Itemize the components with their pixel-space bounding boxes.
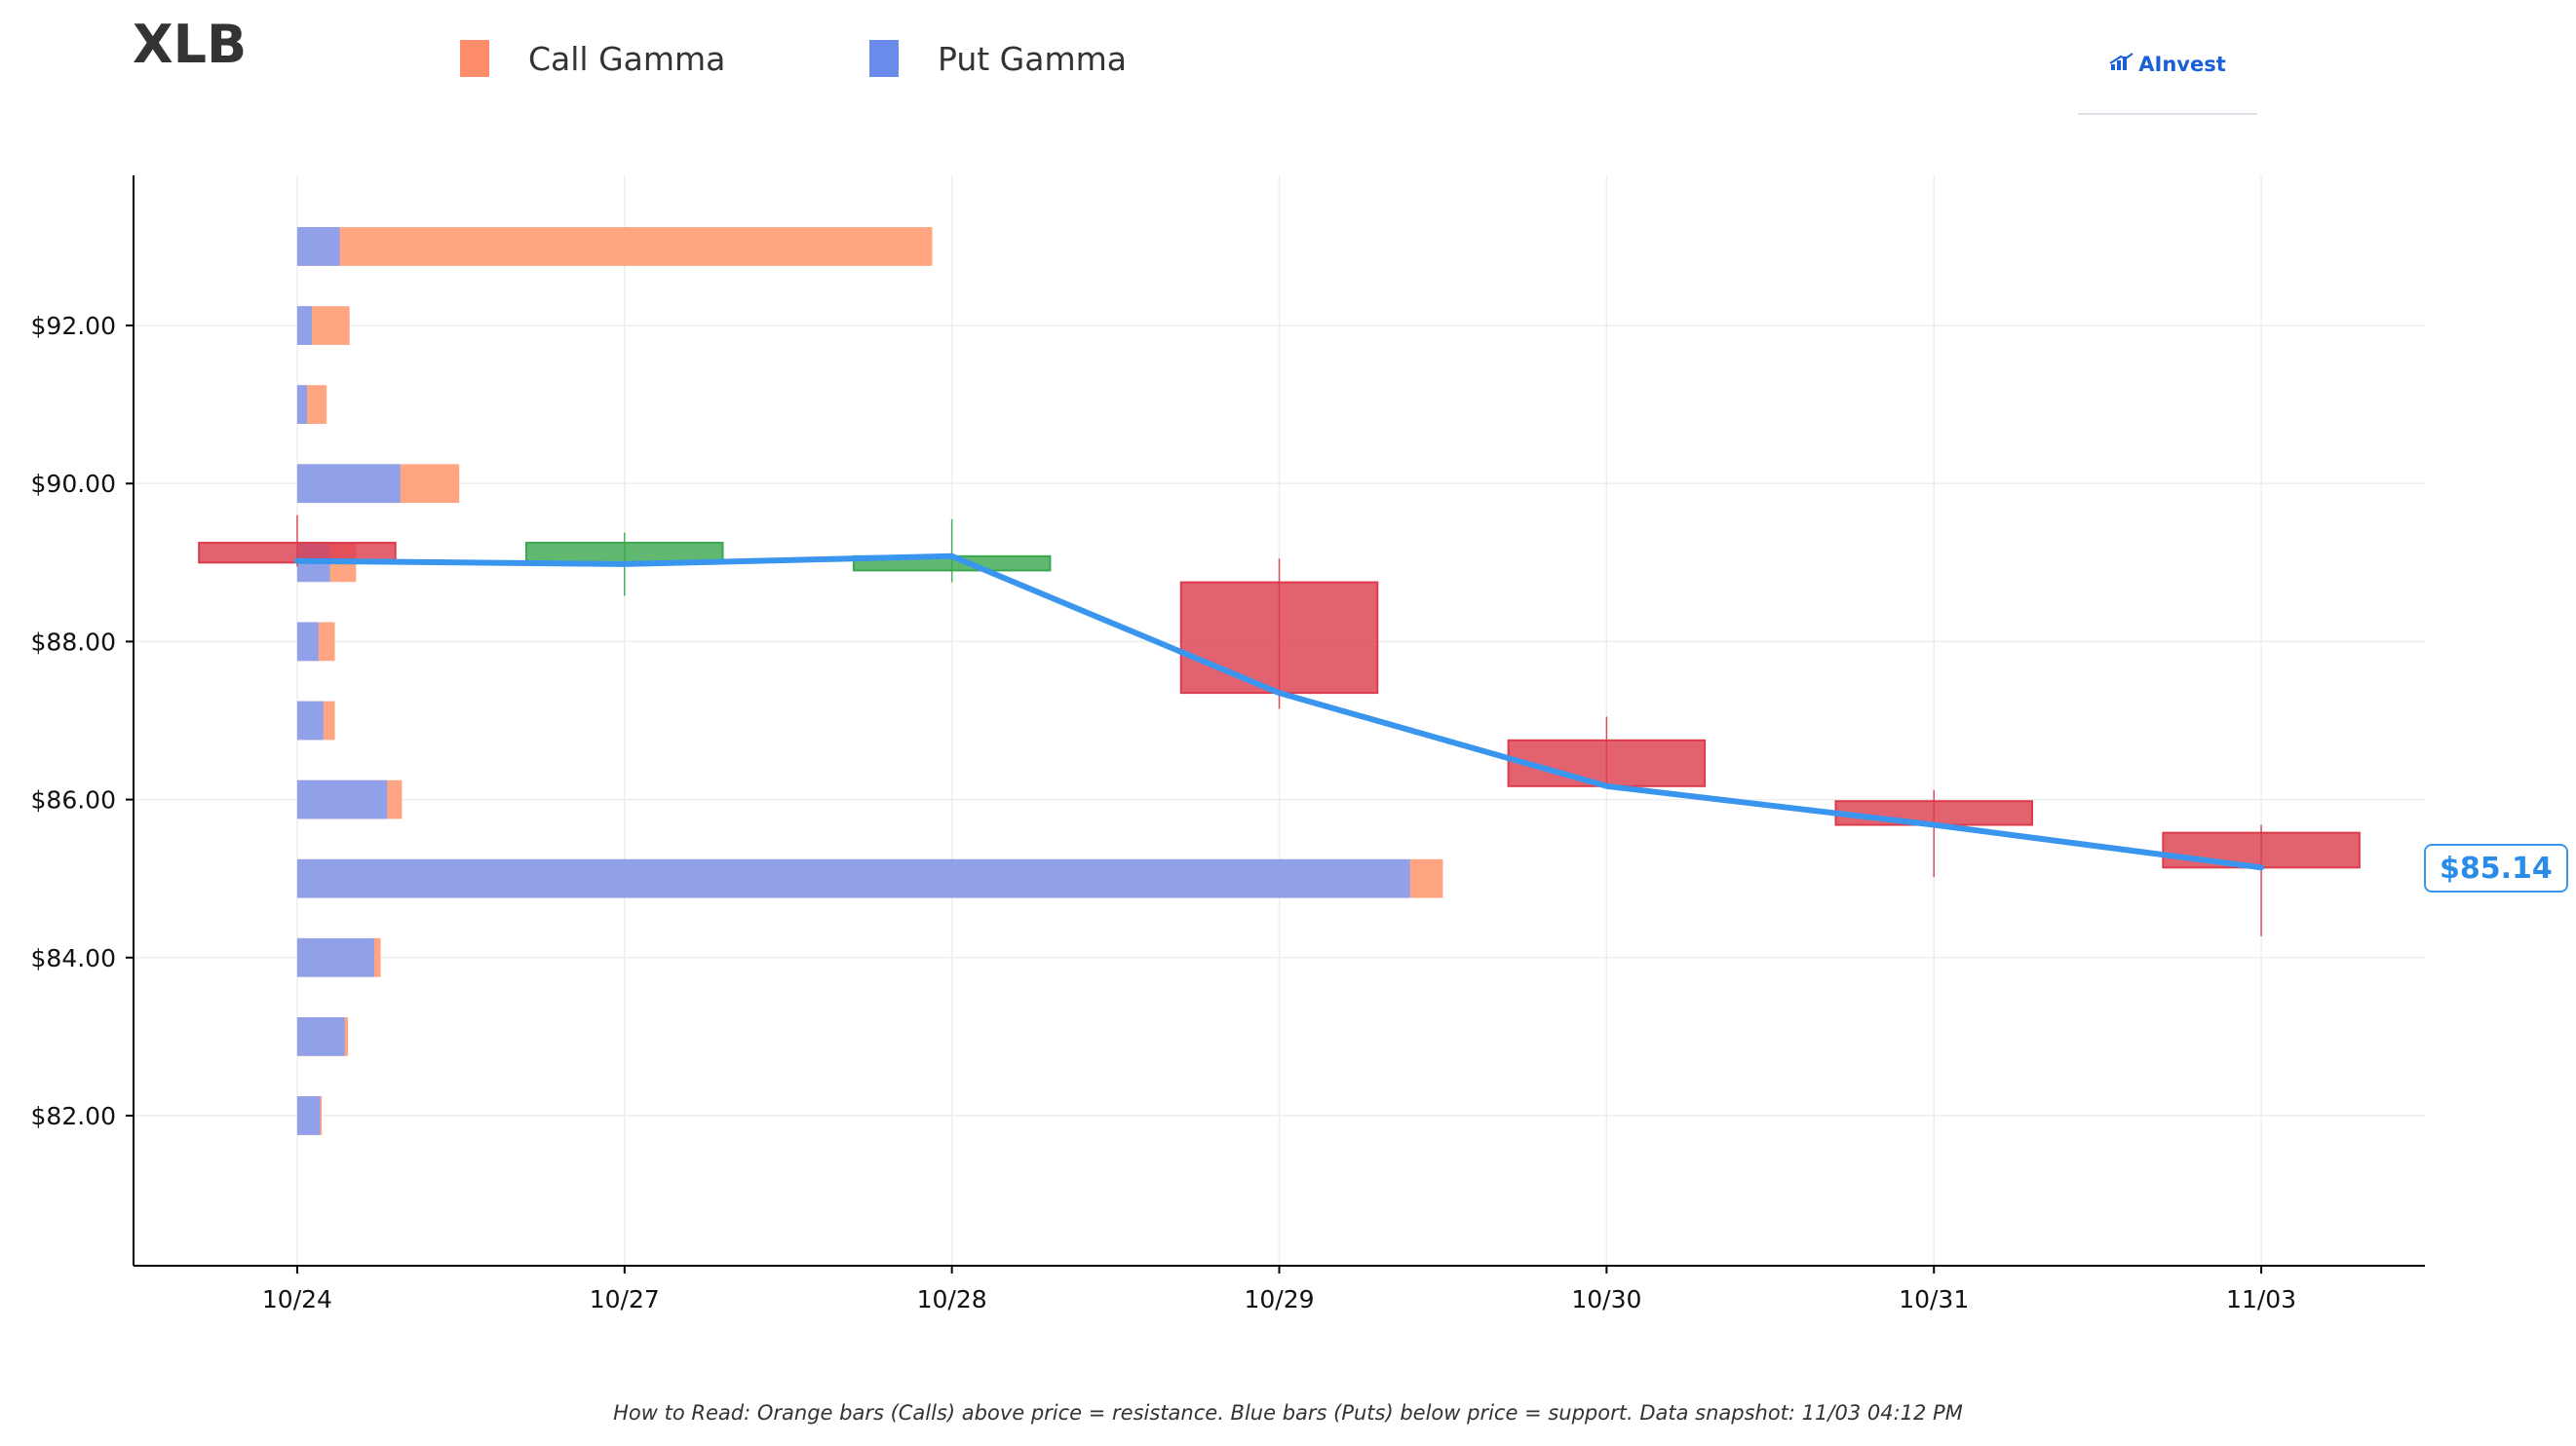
price-line-layer [293, 552, 2265, 871]
axes [126, 175, 2425, 1274]
x-tick-label: 10/27 [590, 1285, 660, 1313]
put-gamma-bar [296, 464, 401, 504]
put-gamma-bar [296, 306, 313, 345]
put-gamma-bar [296, 780, 388, 819]
put-gamma-bar [296, 622, 319, 662]
put-gamma-swatch [869, 40, 899, 77]
legend-item-call-gamma: Call Gamma [460, 35, 725, 82]
candle-body [1834, 800, 2033, 826]
x-tick-label: 10/30 [1571, 1285, 1641, 1313]
gamma-bars [296, 227, 1443, 1135]
price-line [293, 552, 2265, 871]
put-gamma-bar [296, 1096, 321, 1135]
grid-lines [134, 175, 2425, 1266]
call-gamma-bar [296, 227, 933, 266]
candles [198, 514, 2361, 936]
call-gamma-swatch [460, 40, 489, 77]
put-gamma-bar [296, 1016, 345, 1056]
tick-labels: $82.00 $84.00 $86.00 $88.00 $90.00 $92.00 10/2… [31, 312, 2297, 1313]
candle-body [1179, 581, 1379, 695]
x-tick-label: 10/28 [917, 1285, 987, 1313]
last-price-badge: $85.14 [2424, 844, 2568, 894]
legend-item-put-gamma: Put Gamma [869, 35, 1127, 82]
put-gamma-bar [296, 858, 1410, 898]
put-gamma-bar [296, 701, 324, 741]
legend-label-call-gamma: Call Gamma [528, 39, 726, 78]
y-tick-label: $82.00 [31, 1102, 116, 1130]
y-tick-label: $92.00 [31, 312, 116, 340]
put-gamma-bar [296, 937, 374, 977]
put-gamma-bar [296, 227, 340, 266]
bar-chart-arrow-icon [2109, 53, 2134, 70]
ticker-title: XLB [133, 14, 248, 75]
footnote: How to Read: Orange bars (Calls) above p… [613, 1401, 1963, 1425]
y-tick-label: $90.00 [31, 470, 116, 498]
y-tick-label: $86.00 [31, 786, 116, 815]
x-tick-label: 10/29 [1244, 1285, 1314, 1313]
put-gamma-bar [296, 385, 308, 425]
candle-body [2162, 831, 2361, 869]
logo-text: AInvest [2138, 53, 2226, 76]
candle-body [1507, 739, 1707, 787]
x-tick-label: 10/24 [262, 1285, 332, 1313]
x-tick-label: 11/03 [2226, 1285, 2296, 1313]
legend-label-put-gamma: Put Gamma [938, 39, 1127, 78]
y-tick-label: $84.00 [31, 944, 116, 972]
y-tick-label: $88.00 [31, 628, 116, 656]
x-tick-label: 10/31 [1899, 1285, 1969, 1313]
ainvest-logo: AInvest [2078, 39, 2257, 115]
